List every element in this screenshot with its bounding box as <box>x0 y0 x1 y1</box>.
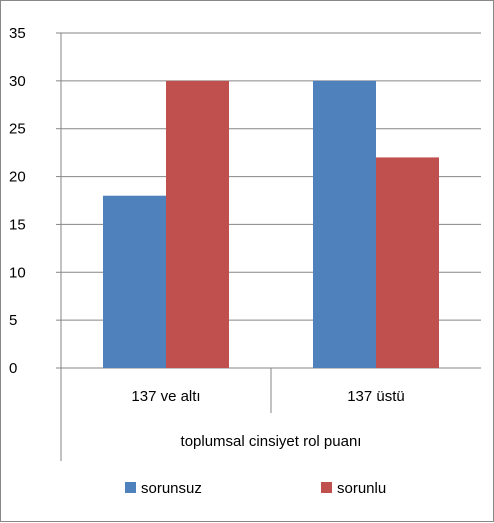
bar-sorunsuz-1 <box>313 80 376 368</box>
category-labels: 137 ve altı 137 üstü <box>131 368 405 413</box>
y-tick-label: 35 <box>9 25 26 42</box>
category-label: 137 ve altı <box>131 388 200 405</box>
y-tick-label: 20 <box>9 169 26 186</box>
legend-label-sorunlu: sorunlu <box>337 480 386 497</box>
x-axis-title: toplumsal cinsiyet rol puanı <box>181 433 362 450</box>
y-tick-label: 25 <box>9 121 26 138</box>
y-tick-label: 15 <box>9 216 26 233</box>
legend: sorunsuz sorunlu <box>125 480 386 497</box>
bar-sorunlu-0 <box>166 80 229 368</box>
legend-label-sorunsuz: sorunsuz <box>141 480 202 497</box>
bars <box>103 80 439 368</box>
y-tick-label: 0 <box>9 360 17 377</box>
bar-sorunsuz-0 <box>103 195 166 368</box>
y-tick-label: 30 <box>9 73 26 90</box>
bar-sorunlu-1 <box>376 157 439 368</box>
y-tick-labels: 0 5 10 15 20 25 30 35 <box>9 25 61 377</box>
legend-swatch-sorunsuz <box>125 482 136 493</box>
category-label: 137 üstü <box>347 388 405 405</box>
y-tick-label: 5 <box>9 312 17 329</box>
legend-swatch-sorunlu <box>321 482 332 493</box>
y-tick-label: 10 <box>9 264 26 281</box>
